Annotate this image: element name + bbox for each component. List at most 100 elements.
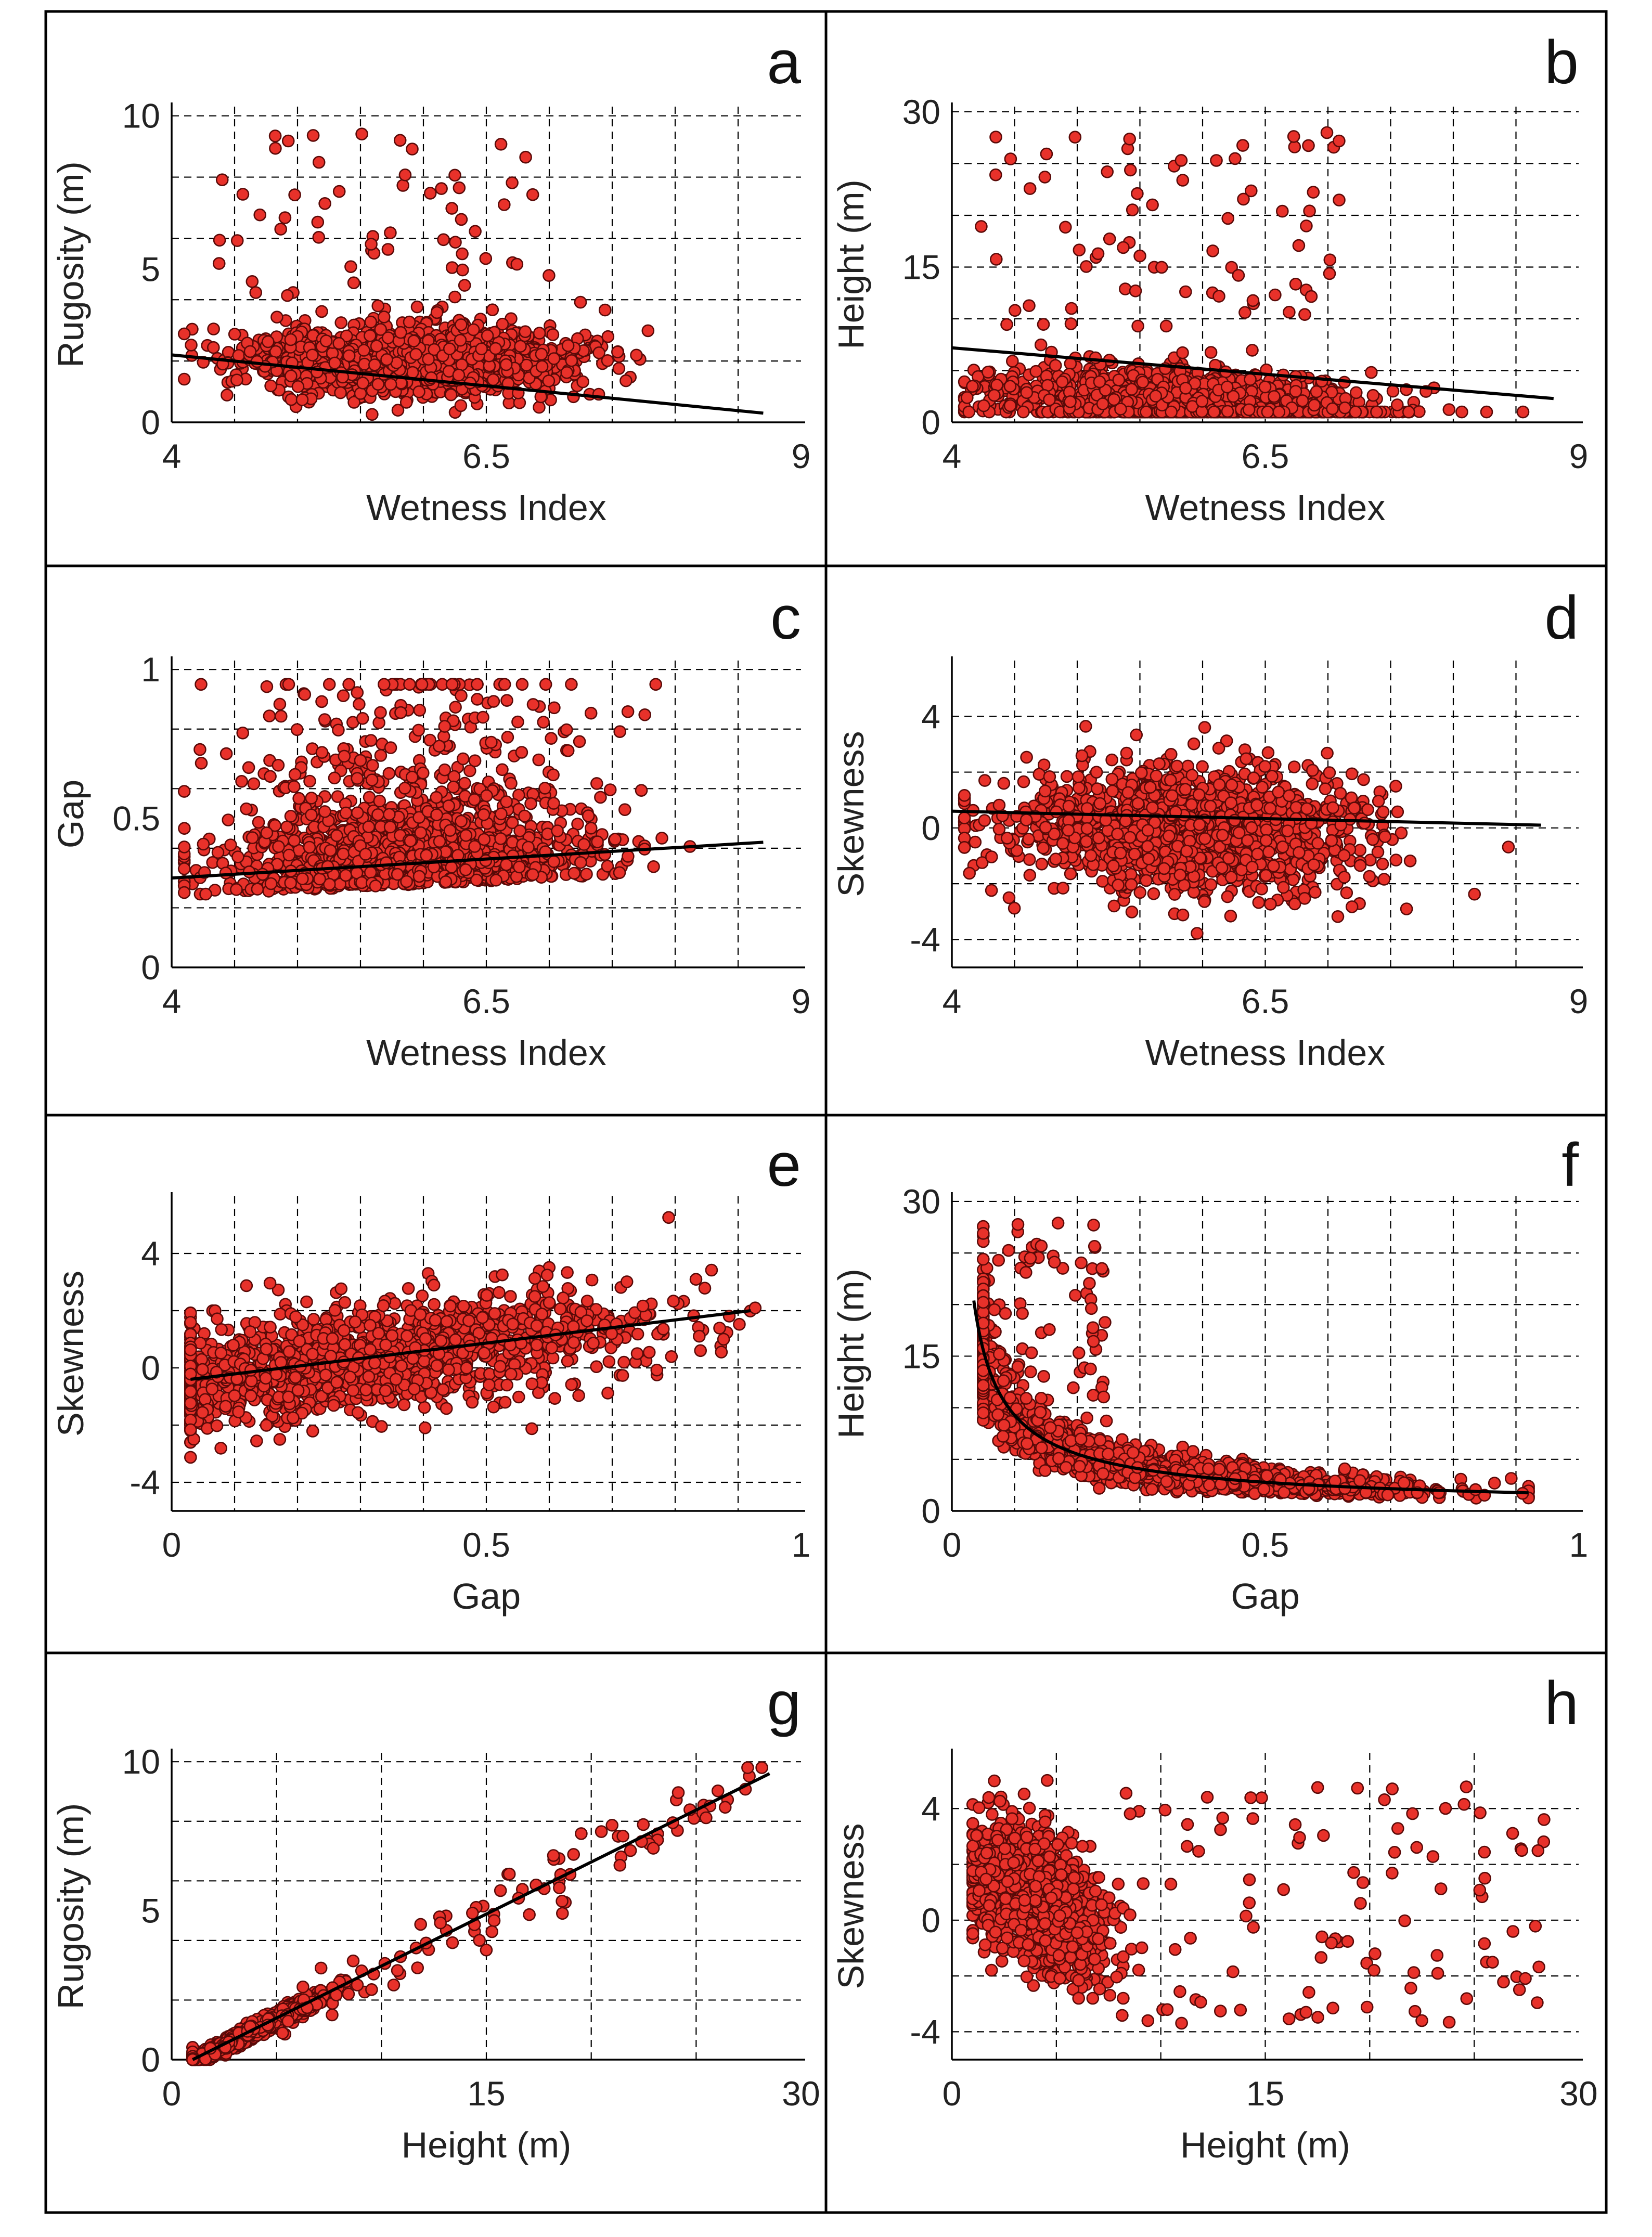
data-point	[1126, 384, 1138, 395]
data-point	[178, 823, 190, 834]
data-point-outlier	[237, 189, 249, 200]
data-point	[515, 341, 526, 352]
data-point	[404, 679, 415, 690]
data-point-outlier	[1092, 248, 1104, 260]
data-point	[534, 328, 545, 339]
data-point	[1004, 400, 1016, 411]
data-point	[648, 861, 660, 872]
data-point-outlier	[454, 182, 465, 193]
data-point-outlier	[1283, 306, 1295, 318]
data-point	[650, 679, 662, 690]
data-point	[306, 809, 317, 821]
data-point-outlier	[1247, 295, 1259, 306]
data-point	[1126, 906, 1138, 917]
data-point	[476, 343, 487, 355]
data-point	[455, 400, 467, 411]
data-point-outlier	[1160, 320, 1172, 332]
data-point-outlier	[384, 227, 396, 239]
data-point	[967, 381, 978, 392]
data-point	[335, 317, 347, 328]
data-point	[578, 839, 590, 850]
data-point	[450, 702, 461, 713]
data-point	[575, 296, 586, 308]
data-point-outlier	[1290, 278, 1301, 290]
data-point	[283, 849, 295, 861]
data-point	[534, 402, 545, 413]
data-point	[352, 773, 363, 784]
data-point	[536, 361, 548, 372]
data-point	[274, 699, 286, 710]
data-point-outlier	[1125, 164, 1136, 176]
data-point	[602, 355, 613, 366]
data-point	[373, 717, 385, 729]
data-point	[417, 767, 429, 779]
data-point	[993, 823, 1005, 835]
data-point	[453, 369, 464, 381]
data-point	[602, 331, 614, 342]
data-point-outlier	[543, 270, 554, 281]
data-point	[208, 324, 220, 335]
data-point	[372, 809, 383, 820]
data-point-outlier	[1289, 141, 1300, 153]
data-point	[488, 696, 499, 707]
data-point	[469, 841, 481, 852]
data-point	[1269, 391, 1280, 402]
data-point	[365, 735, 377, 746]
data-point	[585, 707, 597, 719]
data-point	[520, 326, 531, 338]
data-point	[490, 343, 501, 354]
data-point	[519, 810, 531, 822]
data-point	[1137, 377, 1148, 388]
data-point	[620, 375, 631, 386]
x-tick-label: 6.5	[1242, 437, 1289, 475]
data-points	[178, 679, 695, 900]
data-point	[1365, 367, 1377, 378]
data-point	[289, 835, 300, 846]
data-point	[546, 733, 557, 744]
y-tick-label: 1	[141, 650, 160, 689]
data-point	[233, 350, 244, 361]
data-point	[365, 316, 377, 328]
data-point	[372, 300, 384, 312]
data-point	[552, 825, 563, 837]
data-point	[1273, 406, 1285, 418]
data-point-outlier	[1288, 131, 1299, 142]
data-point	[1065, 396, 1076, 407]
data-point	[319, 806, 330, 817]
data-point-outlier	[459, 280, 470, 291]
data-point	[1050, 360, 1061, 371]
data-point	[385, 742, 396, 754]
data-point	[431, 809, 443, 821]
data-point	[1196, 396, 1208, 407]
data-point-outlier	[1024, 183, 1036, 195]
data-point-outlier	[424, 188, 436, 199]
data-point-outlier	[307, 130, 319, 141]
data-point	[1311, 386, 1322, 397]
data-point	[459, 778, 470, 789]
data-point	[988, 390, 1000, 401]
data-points	[959, 127, 1529, 418]
data-point	[566, 355, 577, 366]
data-point-outlier	[411, 301, 423, 313]
data-point	[478, 809, 489, 820]
data-point-outlier	[449, 170, 461, 181]
data-point	[1205, 347, 1217, 358]
data-point	[357, 377, 369, 389]
data-point-outlier	[1131, 188, 1143, 199]
data-point-outlier	[1132, 320, 1144, 332]
data-point	[1371, 406, 1383, 418]
data-point	[1517, 406, 1529, 418]
y-tick-label: 0	[921, 403, 940, 442]
data-point	[457, 753, 469, 765]
data-point	[253, 817, 264, 828]
data-point-outlier	[214, 235, 225, 246]
data-point	[446, 679, 458, 690]
data-point	[1259, 381, 1271, 393]
data-point	[416, 679, 428, 690]
y-tick-label: 30	[902, 93, 940, 131]
data-point	[338, 690, 349, 702]
data-point	[497, 764, 508, 775]
data-point-outlier	[990, 254, 1002, 265]
data-point-outlier	[457, 248, 468, 260]
data-point	[599, 304, 611, 316]
